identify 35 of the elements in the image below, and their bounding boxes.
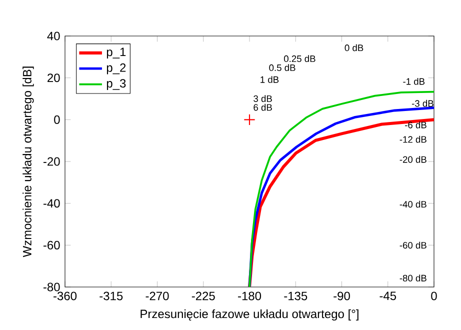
y-tick-label: 20 <box>48 74 60 82</box>
annotation: -6 dB <box>405 121 426 128</box>
annotation: -40 dB <box>400 200 426 208</box>
annotation: 6 dB <box>254 104 272 111</box>
annotation: -3 dB <box>412 100 434 107</box>
x-tick-label: -90 <box>334 292 350 300</box>
y-tick-label: -60 <box>43 240 60 250</box>
annotation: 3 dB <box>254 95 272 102</box>
annotation: -12 dB <box>400 136 426 143</box>
y-tick-label: -80 <box>43 282 60 292</box>
x-tick-label: -45 <box>380 292 396 300</box>
annotation: 0.5 dB <box>269 64 296 72</box>
x-axis-title: Przesunięcie fazowe układu otwartego [°] <box>140 309 358 321</box>
annotation: -1 dB <box>403 78 425 85</box>
legend-label: p_3 <box>106 79 126 90</box>
y-axis-title: Wzmocnienie układu otwartego [dB] <box>22 66 34 258</box>
x-tick-label: -270 <box>146 292 169 300</box>
annotation: -80 dB <box>400 274 426 282</box>
annotation: -20 dB <box>400 156 426 163</box>
annotation: 0 dB <box>344 44 364 52</box>
legend-label: p_2 <box>106 63 126 74</box>
y-tick-label: 0 <box>54 115 60 124</box>
x-tick-label: -315 <box>100 292 123 300</box>
x-tick-label: -180 <box>238 292 262 300</box>
x-tick-label: -360 <box>54 292 77 300</box>
annotation: 0.25 dB <box>284 55 316 62</box>
x-tick-label: 0 <box>431 292 437 300</box>
y-tick-label: 40 <box>47 32 60 40</box>
annotation: -60 dB <box>400 242 426 249</box>
y-tick-label: -40 <box>43 199 60 208</box>
x-tick-label: -135 <box>284 292 308 300</box>
y-tick-label: -20 <box>43 157 60 166</box>
annotation: 1 dB <box>260 76 279 83</box>
legend-label: p_1 <box>106 48 126 59</box>
x-tick-label: -225 <box>192 292 215 300</box>
